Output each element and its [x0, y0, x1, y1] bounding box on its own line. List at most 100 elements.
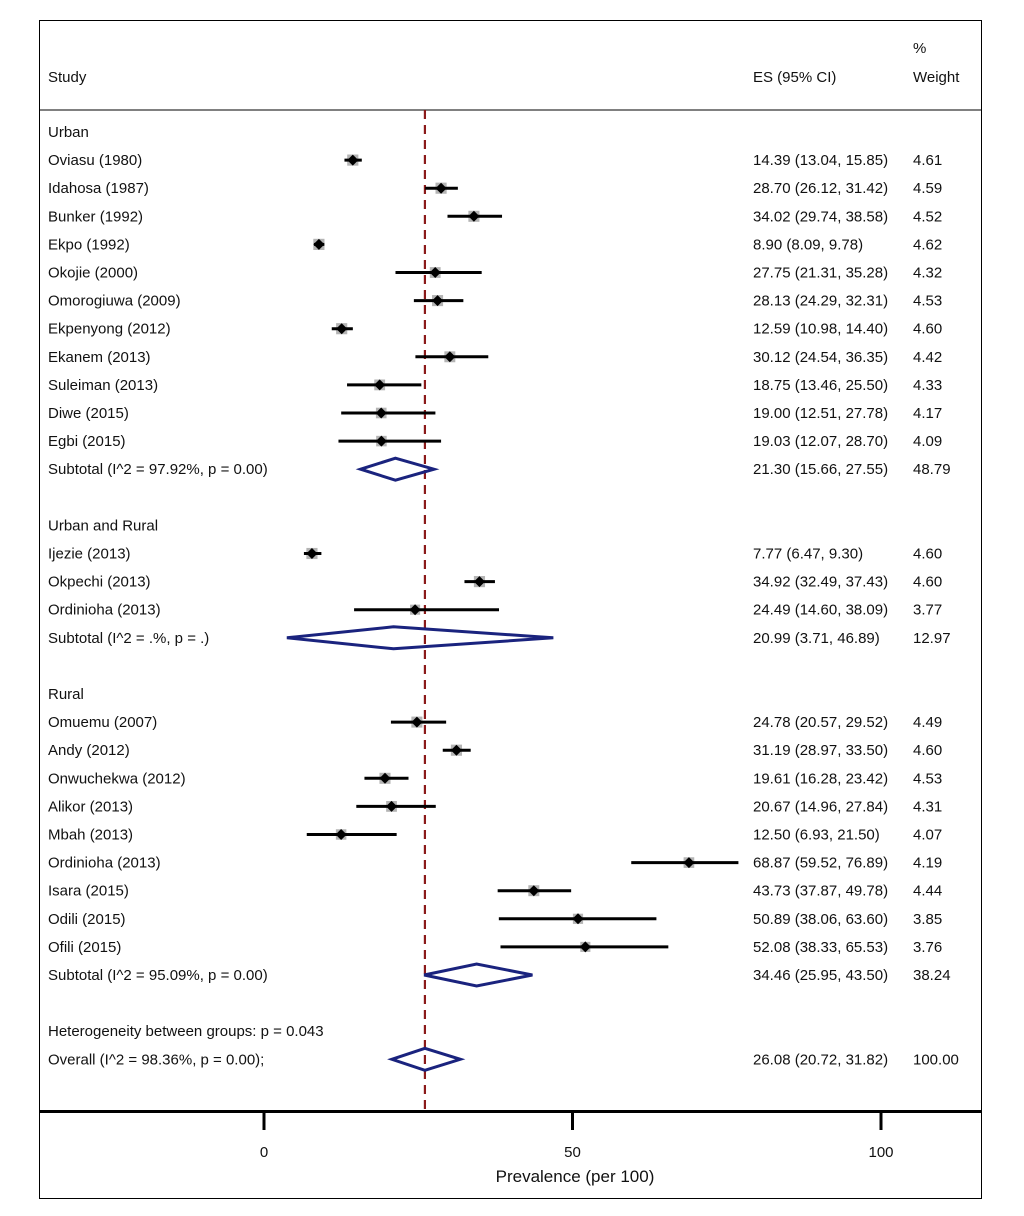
study-weight: 4.19: [913, 855, 942, 872]
study-weight: 4.09: [913, 433, 942, 450]
study-row: Alikor (2013) 20.67 (14.96, 27.84) 4.31: [48, 798, 942, 815]
point-estimate-marker: [473, 576, 485, 588]
study-row: Ofili (2015) 52.08 (38.33, 65.53) 3.76: [48, 939, 942, 956]
study-row: Odili (2015) 50.89 (38.06, 63.60) 3.85: [48, 911, 942, 928]
point-estimate-marker: [336, 323, 348, 335]
study-weight: 4.44: [913, 883, 942, 900]
study-weight: 4.60: [913, 546, 942, 563]
subtotal-es-text: 21.30 (15.66, 27.55): [753, 461, 888, 478]
study-es-text: 19.61 (16.28, 23.42): [753, 770, 888, 787]
point-estimate-marker: [386, 800, 398, 812]
study-label: Idahosa (1987): [48, 180, 149, 197]
study-weight: 4.60: [913, 574, 942, 591]
overall: Overall (I^2 = 98.36%, p = 0.00); 26.08 (…: [48, 1046, 959, 1072]
study-weight: 4.52: [913, 208, 942, 225]
study-es-text: 31.19 (28.97, 33.50): [753, 742, 888, 759]
point-estimate-marker: [468, 210, 480, 222]
study-label: Onwuchekwa (2012): [48, 770, 186, 787]
point-estimate-marker: [572, 913, 584, 925]
overall-label: Overall (I^2 = 98.36%, p = 0.00);: [48, 1051, 264, 1068]
study-weight: 3.85: [913, 911, 942, 928]
subtotal-es-text: 34.46 (25.95, 43.50): [753, 967, 888, 984]
point-estimate-marker: [409, 604, 421, 616]
study-es-text: 14.39 (13.04, 15.85): [753, 152, 888, 169]
study-row: Ordinioha (2013) 24.49 (14.60, 38.09) 3.77: [48, 602, 942, 619]
point-estimate-marker: [435, 182, 447, 194]
study-es-text: 24.78 (20.57, 29.52): [753, 714, 888, 731]
study-row: Okpechi (2013) 34.92 (32.49, 37.43) 4.60: [48, 574, 942, 591]
study-weight: 4.53: [913, 293, 942, 310]
study-weight: 3.77: [913, 602, 942, 619]
header-weight-pct: %: [913, 40, 926, 57]
subtotal-weight: 38.24: [913, 967, 951, 984]
point-estimate-marker: [411, 716, 423, 728]
x-axis-label: Prevalence (per 100): [496, 1167, 655, 1186]
study-es-text: 24.49 (14.60, 38.09): [753, 602, 888, 619]
study-label: Mbah (2013): [48, 827, 133, 844]
study-weight: 4.49: [913, 714, 942, 731]
study-label: Ekanem (2013): [48, 349, 151, 366]
study-es-text: 34.02 (29.74, 38.58): [753, 208, 888, 225]
study-es-text: 19.03 (12.07, 28.70): [753, 433, 888, 450]
heterogeneity-text: Heterogeneity between groups: p = 0.043: [48, 1023, 324, 1040]
study-es-text: 12.50 (6.93, 21.50): [753, 827, 880, 844]
study-row: Diwe (2015) 19.00 (12.51, 27.78) 4.17: [48, 405, 942, 422]
point-estimate-marker: [335, 829, 347, 840]
study-es-text: 19.00 (12.51, 27.78): [753, 405, 888, 422]
study-row: Ordinioha (2013) 68.87 (59.52, 76.89) 4.19: [48, 855, 942, 872]
study-label: Suleiman (2013): [48, 377, 158, 394]
study-row: Idahosa (1987) 28.70 (26.12, 31.42) 4.59: [48, 180, 942, 197]
study-es-text: 27.75 (21.31, 35.28): [753, 265, 888, 282]
study-label: Ekpenyong (2012): [48, 321, 171, 338]
study-row: Ekanem (2013) 30.12 (24.54, 36.35) 4.42: [48, 349, 942, 366]
study-label: Ekpo (1992): [48, 236, 130, 253]
study-label: Andy (2012): [48, 742, 130, 759]
x-tick-label: 100: [868, 1144, 893, 1161]
study-label: Egbi (2015): [48, 433, 126, 450]
point-estimate-marker: [450, 744, 462, 756]
overall-weight: 100.00: [913, 1051, 959, 1068]
point-estimate-marker: [528, 885, 540, 897]
group-heading: Urban: [48, 124, 89, 141]
study-row: Okojie (2000) 27.75 (21.31, 35.28) 4.32: [48, 265, 942, 282]
study-es-text: 28.70 (26.12, 31.42): [753, 180, 888, 197]
point-estimate-marker: [379, 772, 391, 784]
point-estimate-marker: [347, 154, 359, 166]
study-row: Egbi (2015) 19.03 (12.07, 28.70) 4.09: [48, 433, 942, 450]
study-es-text: 12.59 (10.98, 14.40): [753, 321, 888, 338]
subtotal-diamond: [286, 625, 554, 651]
study-es-text: 28.13 (24.29, 32.31): [753, 293, 888, 310]
study-es-text: 8.90 (8.09, 9.78): [753, 236, 863, 253]
study-row: Andy (2012) 31.19 (28.97, 33.50) 4.60: [48, 742, 942, 759]
study-weight: 4.60: [913, 321, 942, 338]
study-label: Oviasu (1980): [48, 152, 142, 169]
study-row: Onwuchekwa (2012) 19.61 (16.28, 23.42) 4.5…: [48, 770, 942, 787]
group-heading: Rural: [48, 686, 84, 703]
study-es-text: 68.87 (59.52, 76.89): [753, 855, 888, 872]
study-row: Isara (2015) 43.73 (37.87, 49.78) 4.44: [48, 883, 942, 900]
header-es: ES (95% CI): [753, 69, 836, 86]
study-weight: 4.62: [913, 236, 942, 253]
study-label: Omorogiuwa (2009): [48, 293, 181, 310]
subtotal: Subtotal (I^2 = 95.09%, p = 0.00) 34.46 (…: [48, 962, 951, 988]
study-row: Bunker (1992) 34.02 (29.74, 38.58) 4.52: [48, 208, 942, 225]
study-weight: 4.17: [913, 405, 942, 422]
subtotal-diamond: [423, 962, 533, 988]
study-row: Mbah (2013) 12.50 (6.93, 21.50) 4.07: [48, 827, 942, 844]
study-weight: 4.07: [913, 827, 942, 844]
overall-diamond: [387, 1046, 466, 1072]
study-label: Bunker (1992): [48, 208, 143, 225]
study-row: Oviasu (1980) 14.39 (13.04, 15.85) 4.61: [48, 152, 942, 169]
study-weight: 4.61: [913, 152, 942, 169]
header-weight: Weight: [913, 69, 960, 86]
study-weight: 4.31: [913, 798, 942, 815]
study-es-text: 43.73 (37.87, 49.78): [753, 883, 888, 900]
study-es-text: 52.08 (38.33, 65.53): [753, 939, 888, 956]
header-study: Study: [48, 69, 87, 86]
study-row: Suleiman (2013) 18.75 (13.46, 25.50) 4.33: [48, 377, 942, 394]
study-label: Ordinioha (2013): [48, 855, 161, 872]
study-es-text: 18.75 (13.46, 25.50): [753, 377, 888, 394]
x-axis-ticks: 0 50 100: [260, 1111, 894, 1161]
point-estimate-marker: [306, 548, 318, 559]
